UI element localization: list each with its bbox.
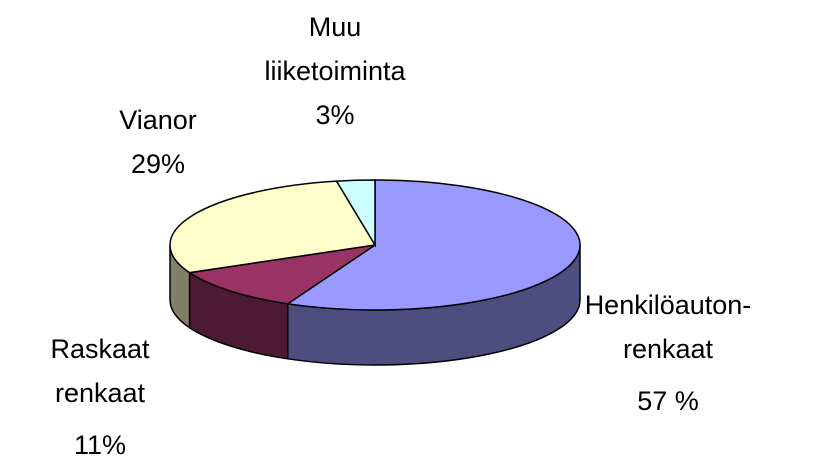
- slice-label: Henkilöauton-renkaat 57 %: [563, 283, 773, 423]
- pie-slice: [285, 179, 581, 311]
- category-label: Muu liiketoiminta: [264, 12, 406, 86]
- pie-slice: [335, 179, 376, 248]
- category-label: Henkilöauton-renkaat: [584, 290, 752, 364]
- chart: [169, 179, 581, 366]
- category-label: Vianor: [119, 105, 197, 135]
- value-label: 11%: [73, 430, 127, 460]
- category-label: Raskaat renkaat: [50, 334, 150, 408]
- slice-label: Muu liiketoiminta 3%: [245, 5, 425, 137]
- page: (() => { const data = JSON.parse(documen…: [50, 5, 773, 460]
- pie-slice: [169, 180, 377, 274]
- slice-label: Raskaat renkaat 11%: [10, 327, 190, 467]
- value-label: 29%: [130, 149, 186, 179]
- value-label: 3%: [315, 100, 355, 130]
- pie-slice: [187, 244, 376, 305]
- value-label: 57 %: [637, 386, 699, 416]
- slice-label: Vianor 29%: [68, 98, 248, 186]
